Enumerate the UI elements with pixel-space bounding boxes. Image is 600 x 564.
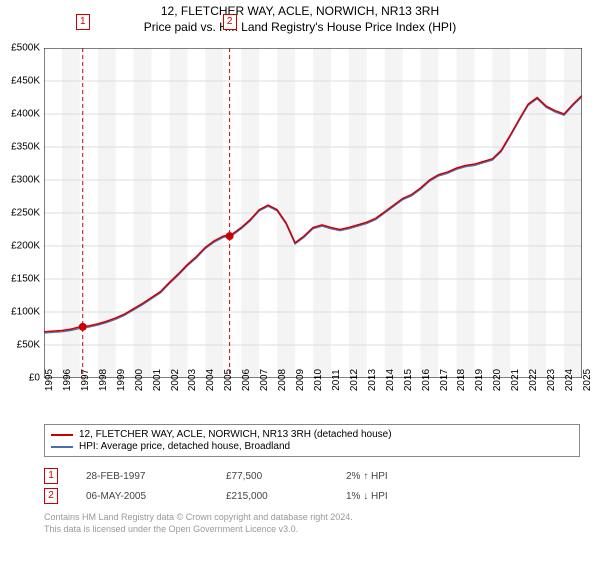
x-tick-label: 2001 <box>152 369 163 391</box>
legend-label: 12, FLETCHER WAY, ACLE, NORWICH, NR13 3R… <box>79 429 392 440</box>
x-tick-label: 1996 <box>62 369 73 391</box>
x-tick-label: 2011 <box>331 369 342 391</box>
x-tick-label: 2025 <box>582 369 593 391</box>
x-tick-label: 2012 <box>349 369 360 391</box>
sale-vs-hpi: 2% ↑ HPI <box>346 471 446 482</box>
sale-marker-2: 2 <box>223 14 237 30</box>
x-tick-label: 2000 <box>134 369 145 391</box>
x-tick-label: 2021 <box>510 369 521 391</box>
y-tick-label: £200K <box>11 241 40 252</box>
y-tick-label: £250K <box>11 208 40 219</box>
y-tick-label: £50K <box>17 340 40 351</box>
x-tick-label: 2006 <box>241 369 252 391</box>
chart-plot-area: £0£50K£100K£150K£200K£250K£300K£350K£400… <box>44 48 582 378</box>
x-tick-label: 2015 <box>403 369 414 391</box>
x-tick-label: 2016 <box>421 369 432 391</box>
legend-label: HPI: Average price, detached house, Broa… <box>79 441 290 452</box>
chart-container: 12, FLETCHER WAY, ACLE, NORWICH, NR13 3R… <box>0 4 600 564</box>
line-chart-svg <box>44 48 582 378</box>
x-tick-label: 2013 <box>367 369 378 391</box>
chart-title: 12, FLETCHER WAY, ACLE, NORWICH, NR13 3R… <box>0 4 600 18</box>
x-tick-label: 2004 <box>205 369 216 391</box>
sale-row: 1 28-FEB-1997£77,5002% ↑ HPI <box>44 468 446 484</box>
sale-marker-1: 1 <box>76 14 90 30</box>
x-tick-label: 2005 <box>223 369 234 391</box>
x-tick-label: 1995 <box>44 369 55 391</box>
x-tick-label: 1999 <box>116 369 127 391</box>
x-tick-label: 2024 <box>564 369 575 391</box>
sale-date: 06-MAY-2005 <box>86 491 226 502</box>
sale-row: 2 06-MAY-2005£215,0001% ↓ HPI <box>44 488 446 504</box>
x-tick-label: 2002 <box>170 369 181 391</box>
sale-marker-badge: 1 <box>44 468 58 484</box>
y-tick-label: £450K <box>11 76 40 87</box>
y-tick-label: £500K <box>11 43 40 54</box>
x-tick-label: 2019 <box>474 369 485 391</box>
x-tick-label: 2009 <box>295 369 306 391</box>
x-tick-label: 2003 <box>187 369 198 391</box>
legend-swatch <box>51 446 73 448</box>
x-tick-label: 2017 <box>439 369 450 391</box>
x-tick-label: 2007 <box>259 369 270 391</box>
y-tick-label: £0 <box>29 373 40 384</box>
x-tick-label: 1997 <box>80 369 91 391</box>
x-tick-label: 2023 <box>546 369 557 391</box>
x-tick-label: 2008 <box>277 369 288 391</box>
x-tick-label: 2020 <box>492 369 503 391</box>
legend-swatch <box>51 434 73 436</box>
x-tick-label: 2010 <box>313 369 324 391</box>
y-tick-label: £350K <box>11 142 40 153</box>
y-tick-label: £100K <box>11 307 40 318</box>
sale-date: 28-FEB-1997 <box>86 471 226 482</box>
y-tick-label: £300K <box>11 175 40 186</box>
sale-marker-badge: 2 <box>44 488 58 504</box>
sale-price: £77,500 <box>226 471 346 482</box>
sales-table: 1 28-FEB-1997£77,5002% ↑ HPI 2 06-MAY-2005£… <box>44 464 446 508</box>
x-tick-label: 2018 <box>456 369 467 391</box>
legend-item: 12, FLETCHER WAY, ACLE, NORWICH, NR13 3R… <box>51 429 573 440</box>
sale-vs-hpi: 1% ↓ HPI <box>346 491 446 502</box>
chart-subtitle: Price paid vs. HM Land Registry's House … <box>0 20 600 34</box>
x-tick-label: 2022 <box>528 369 539 391</box>
y-tick-label: £400K <box>11 109 40 120</box>
sale-price: £215,000 <box>226 491 346 502</box>
footer-line-2: This data is licensed under the Open Gov… <box>44 524 353 536</box>
x-tick-label: 2014 <box>385 369 396 391</box>
footer-line-1: Contains HM Land Registry data © Crown c… <box>44 512 353 524</box>
y-tick-label: £150K <box>11 274 40 285</box>
legend: 12, FLETCHER WAY, ACLE, NORWICH, NR13 3R… <box>44 424 580 457</box>
x-tick-label: 1998 <box>98 369 109 391</box>
legend-item: HPI: Average price, detached house, Broa… <box>51 441 573 452</box>
footer-attribution: Contains HM Land Registry data © Crown c… <box>44 512 353 535</box>
